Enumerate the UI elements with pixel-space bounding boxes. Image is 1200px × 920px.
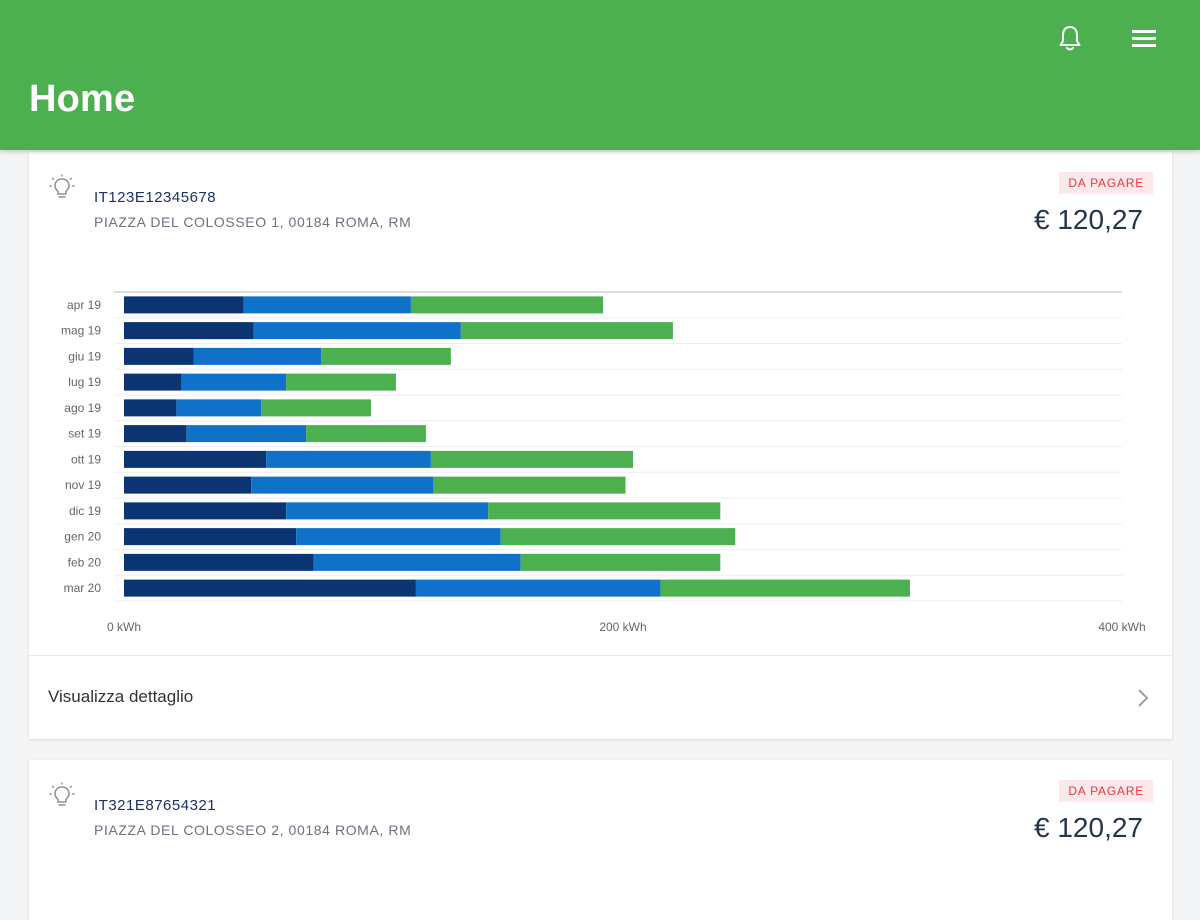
chart-bar-segment bbox=[306, 425, 426, 443]
supply-card: IT321E87654321 PIAZZA DEL COLOSSEO 2, 00… bbox=[29, 760, 1172, 920]
chart-category-label: feb 20 bbox=[68, 555, 102, 569]
view-detail-label: Visualizza dettaglio bbox=[48, 687, 194, 706]
supply-address: PIAZZA DEL COLOSSEO 1, 00184 ROMA, RM bbox=[94, 214, 412, 230]
bell-icon bbox=[1059, 26, 1081, 51]
chart-bar-segment bbox=[500, 528, 736, 546]
chart-bar-segment bbox=[286, 373, 396, 391]
chart-bar-segment bbox=[313, 553, 521, 571]
chart-category-label: mag 19 bbox=[61, 324, 101, 338]
chart-bar-segment bbox=[124, 373, 182, 391]
chart-bar-segment bbox=[251, 476, 434, 494]
chart-bar-segment bbox=[124, 579, 416, 597]
chart-bar-segment bbox=[124, 528, 297, 546]
chart-category-label: set 19 bbox=[68, 427, 101, 441]
chart-bar-segment bbox=[124, 296, 244, 314]
chart-x-tick-label: 400 kWh bbox=[1098, 620, 1145, 634]
chart-bar-segment bbox=[124, 476, 252, 494]
chart-category-label: mar 20 bbox=[64, 581, 102, 595]
chart-category-label: ago 19 bbox=[64, 401, 101, 415]
chart-bar-segment bbox=[124, 347, 194, 365]
consumption-chart: apr 19 mag 19 giu 19 lug 19 ago 19 set 19 ott … bbox=[61, 291, 1146, 634]
status-badge: DA PAGARE bbox=[1059, 780, 1153, 802]
chart-category-label: dic 19 bbox=[69, 504, 101, 518]
chart-bar-segment bbox=[176, 399, 262, 417]
chart-category-label: giu 19 bbox=[68, 349, 101, 363]
chevron-right-icon bbox=[1138, 689, 1149, 707]
chart-bar-segment bbox=[660, 579, 910, 597]
chart-bar-segment bbox=[488, 502, 721, 520]
chart-category-label: ott 19 bbox=[71, 452, 101, 466]
chart-bar-segment bbox=[124, 425, 187, 443]
chart-bar-segment bbox=[243, 296, 411, 314]
chart-category-label: nov 19 bbox=[65, 478, 101, 492]
chart-bar-segment bbox=[124, 502, 287, 520]
chart-category-label: lug 19 bbox=[68, 375, 101, 389]
chart-bar-segment bbox=[124, 553, 314, 571]
chart-bar-segment bbox=[253, 322, 461, 340]
chart-bar-segment bbox=[286, 502, 489, 520]
app-bar: Home bbox=[0, 0, 1200, 150]
divider bbox=[29, 655, 1172, 656]
supply-card: IT123E12345678 PIAZZA DEL COLOSSEO 1, 00… bbox=[29, 152, 1172, 739]
chart-bar-segment bbox=[520, 553, 721, 571]
chart-bar-segment bbox=[415, 579, 661, 597]
chart-bar-segment bbox=[181, 373, 287, 391]
chart-x-tick-label: 0 kWh bbox=[107, 620, 141, 634]
supply-address: PIAZZA DEL COLOSSEO 2, 00184 ROMA, RM bbox=[94, 822, 412, 838]
chart-bar-segment bbox=[124, 399, 177, 417]
chart-bar-segment bbox=[124, 450, 267, 468]
chart-category-label: gen 20 bbox=[64, 530, 101, 544]
status-badge: DA PAGARE bbox=[1059, 172, 1153, 194]
page-title: Home bbox=[29, 78, 136, 120]
amount-due: € 120,27 bbox=[1034, 204, 1143, 235]
hamburger-menu-icon bbox=[1132, 30, 1156, 47]
chart-category-label: apr 19 bbox=[67, 298, 101, 312]
chart-bar-segment bbox=[296, 528, 501, 546]
supply-code: IT321E87654321 bbox=[94, 797, 217, 814]
chart-bar-segment bbox=[321, 347, 451, 365]
amount-due: € 120,27 bbox=[1034, 812, 1143, 843]
chart-bar-segment bbox=[193, 347, 322, 365]
lightbulb-icon bbox=[49, 174, 75, 198]
lightbulb-icon bbox=[49, 782, 75, 806]
chart-bar-segment bbox=[266, 450, 431, 468]
chart-bar-segment bbox=[433, 476, 626, 494]
supply-code: IT123E12345678 bbox=[94, 189, 217, 206]
menu-button[interactable] bbox=[1126, 20, 1162, 56]
chart-x-tick-label: 200 kWh bbox=[599, 620, 646, 634]
chart-bar-segment bbox=[261, 399, 372, 417]
chart-bar-segment bbox=[186, 425, 307, 443]
chart-bar-segment bbox=[430, 450, 633, 468]
chart-bar-segment bbox=[410, 296, 604, 314]
view-detail-row[interactable]: Visualizza dettaglio bbox=[29, 656, 1172, 739]
chart-bar-segment bbox=[124, 322, 254, 340]
chart-bar-segment bbox=[460, 322, 673, 340]
notifications-button[interactable] bbox=[1052, 20, 1088, 56]
